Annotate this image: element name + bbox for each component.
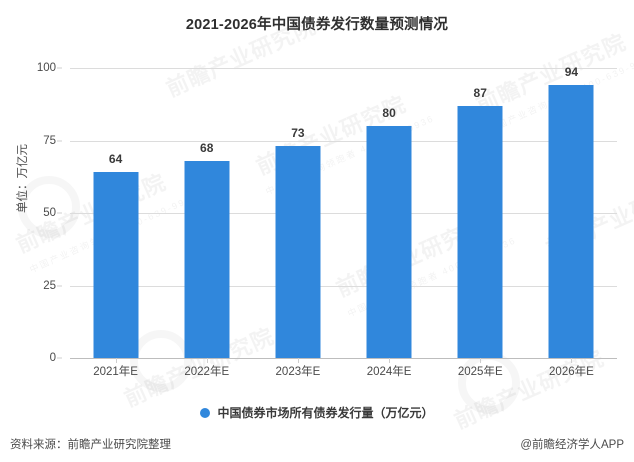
plot-area: 64 68 73 80 87 94	[70, 65, 617, 359]
x-axis-tick-label: 2026年E	[549, 366, 594, 378]
x-axis-tick-mark	[206, 358, 208, 363]
gridline	[70, 285, 617, 287]
bar[interactable]	[457, 105, 503, 358]
y-axis-tick-label: 75	[43, 134, 56, 147]
gridline	[70, 213, 617, 214]
x-axis-tick-label: 2024年E	[366, 366, 412, 378]
bar-value-label: 64	[108, 152, 123, 167]
bar-group: 87	[435, 68, 526, 358]
bar-group: 68	[161, 68, 252, 358]
bar-value-label: 87	[473, 85, 487, 100]
y-axis-tick-label: 25	[43, 279, 56, 292]
x-axis-tick-label: 2021年E	[93, 366, 138, 378]
x-axis-tick-label: 2022年E	[184, 366, 230, 378]
gridline	[70, 68, 617, 69]
x-axis-tick-mark	[297, 358, 299, 363]
y-axis-tick-label: 50	[43, 207, 56, 219]
legend-item-label: 中国债券市场所有债券发行量（万亿元）	[217, 406, 434, 420]
y-axis-tick-mark	[57, 212, 62, 214]
y-axis-tick-mark	[57, 357, 62, 359]
y-axis-tick-mark	[57, 285, 62, 286]
bar[interactable]	[548, 85, 594, 358]
bar[interactable]	[93, 172, 139, 358]
gridline	[70, 140, 617, 142]
bar[interactable]	[366, 126, 412, 358]
bar-group: 64	[70, 68, 161, 358]
bar-value-label: 68	[200, 140, 214, 155]
y-axis-tick-mark	[57, 140, 62, 141]
bar-group: 80	[344, 68, 435, 358]
gridline	[70, 358, 617, 359]
bar-value-label: 73	[291, 126, 305, 141]
x-axis-tick-label: 2025年E	[457, 366, 503, 378]
x-axis-tick-mark	[115, 358, 117, 363]
footer: 资料来源：前瞻产业研究院整理 @前瞻经济学人APP	[0, 436, 634, 456]
bar-value-label: 80	[382, 106, 396, 120]
bar[interactable]	[184, 160, 230, 358]
x-axis-tick-mark	[480, 358, 482, 363]
bar[interactable]	[275, 146, 321, 358]
chart-legend: 中国债券市场所有债券发行量（万亿元）	[0, 404, 634, 421]
x-axis-tick-mark	[389, 358, 391, 363]
chart-title: 2021-2026年中国债券发行数量预测情况	[185, 17, 449, 33]
x-axis-tick-label: 2023年E	[275, 366, 321, 378]
x-axis-tick-mark	[571, 358, 573, 363]
y-axis-tick-label: 0	[49, 352, 56, 364]
y-axis-tick-mark	[57, 67, 62, 69]
bar-value-label: 94	[564, 65, 579, 80]
x-axis-labels: 2021年E 2022年E 2023年E 2024年E 2025年E 2026年E	[70, 358, 617, 383]
y-axis-tick-label: 100	[36, 62, 56, 74]
legend-marker-icon	[200, 407, 211, 418]
footer-source-text: 资料来源：前瞻产业研究院整理	[10, 439, 171, 451]
y-axis-ticks: 0 25 50 75 100	[0, 62, 62, 364]
footer-brand-text: @前瞻经济学人APP	[520, 439, 624, 451]
bar-group: 73	[252, 68, 343, 358]
bar-group: 94	[526, 65, 617, 358]
